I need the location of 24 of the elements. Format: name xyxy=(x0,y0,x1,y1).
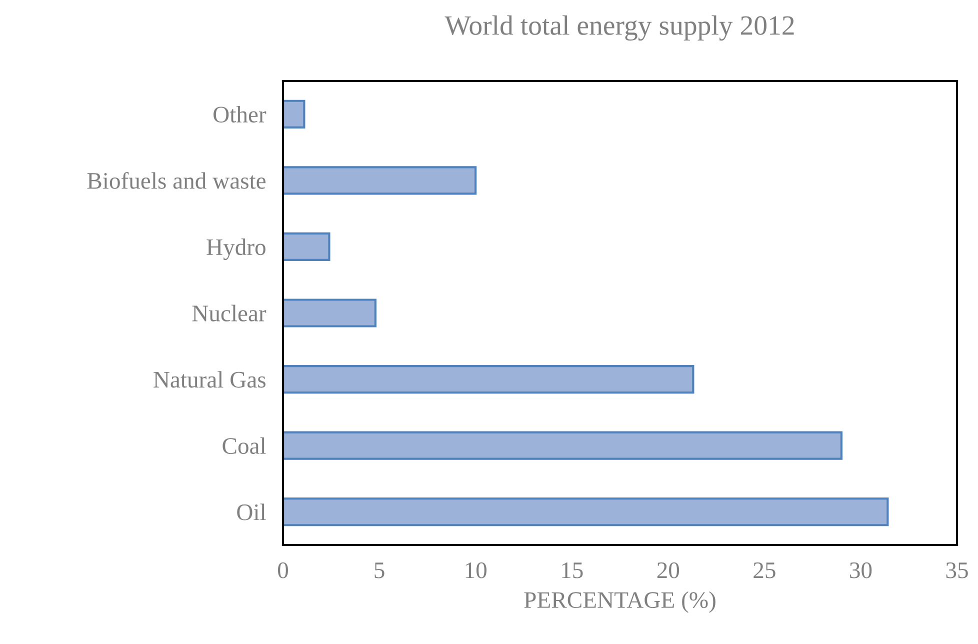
x-axis-title: PERCENTAGE (%) xyxy=(524,591,716,613)
y-tick-label: Nuclear xyxy=(192,304,266,322)
x-tick-label: 25 xyxy=(754,562,776,578)
y-tick-label: Biofuels and waste xyxy=(87,172,266,189)
x-tick-label: 10 xyxy=(466,562,486,578)
chart-title: World total energy supply 2012 xyxy=(444,15,794,41)
x-tick-label: 20 xyxy=(657,562,680,578)
bar xyxy=(283,364,694,394)
x-tick-label: 30 xyxy=(850,562,872,578)
y-tick-label: Other xyxy=(214,106,266,123)
y-tick-label: Coal xyxy=(222,437,266,454)
bar xyxy=(283,232,330,262)
y-tick-label: Oil xyxy=(237,504,266,520)
bar xyxy=(283,431,842,460)
bar xyxy=(283,498,889,526)
bar xyxy=(283,100,306,128)
bar xyxy=(283,298,376,328)
x-tick-label: 35 xyxy=(946,562,968,578)
y-tick-label: Hydro xyxy=(206,238,266,260)
bar xyxy=(283,166,477,195)
x-tick-label: 5 xyxy=(374,562,384,578)
x-tick-label: 15 xyxy=(562,562,583,578)
x-tick-label: 0 xyxy=(278,562,288,578)
y-tick-label: Natural Gas xyxy=(154,371,266,388)
